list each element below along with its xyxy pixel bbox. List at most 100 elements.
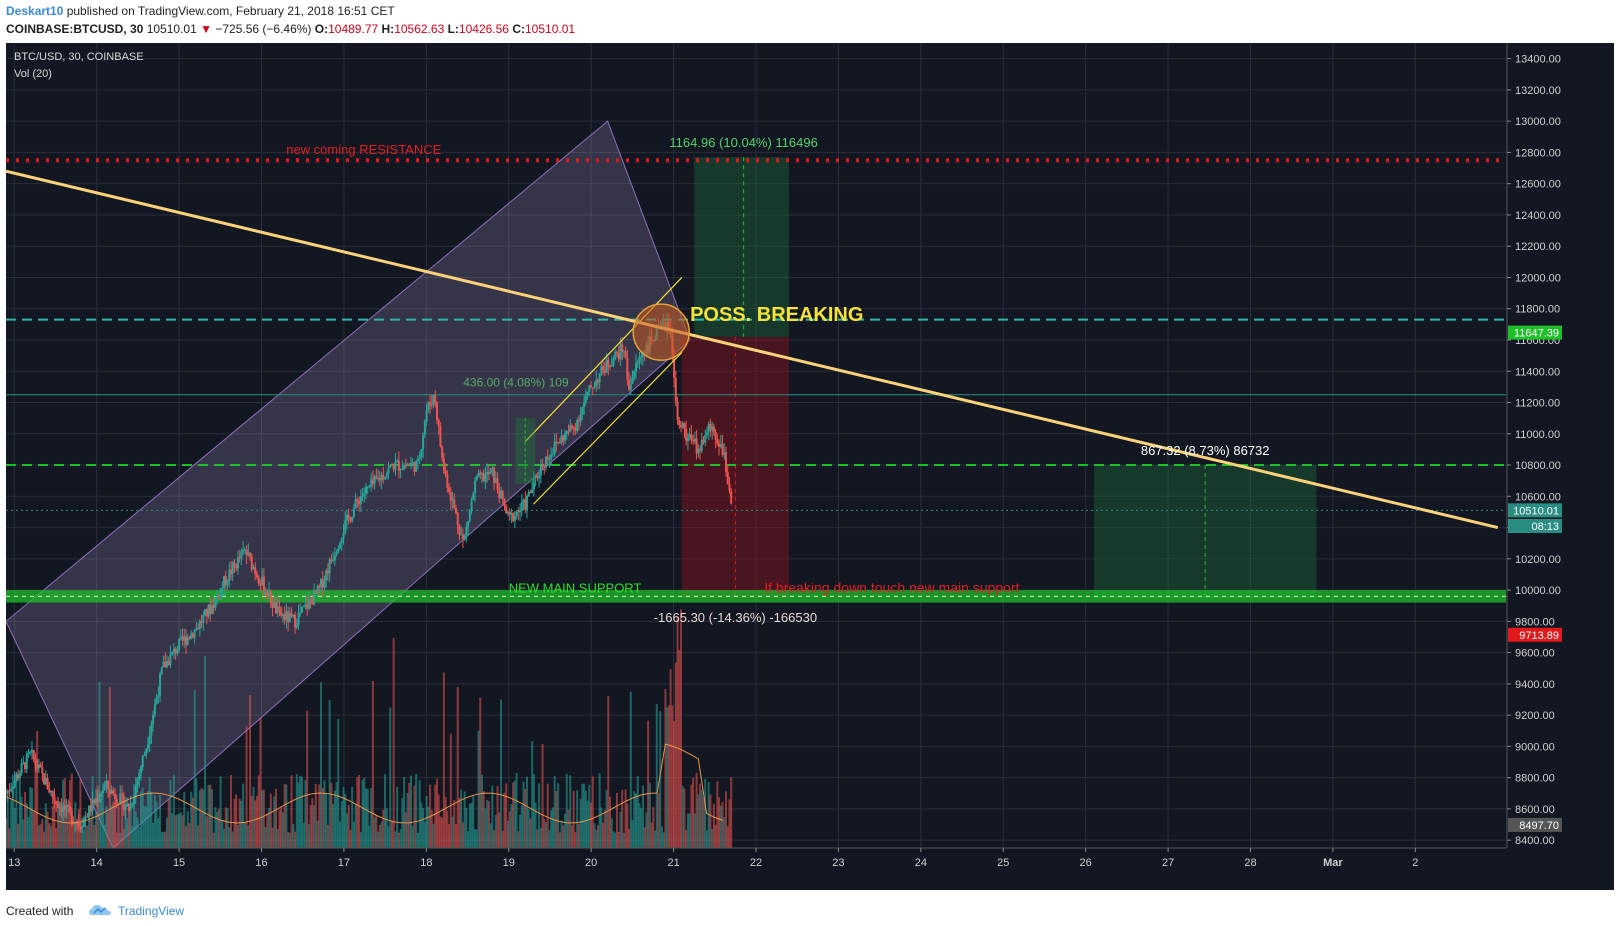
volume-bar <box>101 801 104 848</box>
volume-bar <box>501 830 504 848</box>
volume-bar <box>371 680 374 848</box>
author-link[interactable]: Deskart10 <box>6 4 64 18</box>
volume-bar <box>472 795 475 848</box>
chart-area[interactable]: new coming RESISTANCE NEW MAIN SUPPORT If … <box>6 43 1614 890</box>
candle-body <box>309 599 312 601</box>
volume-bar <box>195 778 198 848</box>
volume-bar <box>667 705 670 848</box>
candle-body <box>292 615 295 617</box>
volume-bar <box>36 731 39 848</box>
volume-bar <box>487 801 490 848</box>
ohlc-line: COINBASE:BTCUSD, 30 10510.01 ▼ −725.56 (… <box>6 22 575 36</box>
candle-body <box>339 542 342 549</box>
time-tick-label: 21 <box>667 857 679 869</box>
candle-body <box>268 590 271 598</box>
volume-bar <box>396 786 399 848</box>
candle-body <box>342 532 345 540</box>
tradingview-link[interactable]: TradingView <box>118 904 185 918</box>
price-tick-label: 9600.00 <box>1515 648 1555 660</box>
volume-bar <box>79 779 82 848</box>
candle-body <box>325 570 328 581</box>
candle-body <box>429 402 432 405</box>
candle-body <box>41 767 44 774</box>
volume-bar <box>323 780 326 848</box>
candle-body <box>58 806 61 808</box>
target-label: 867.32 (8.73%) 86732 <box>1141 443 1270 458</box>
volume-bar <box>425 795 428 848</box>
candle-body <box>430 404 433 406</box>
volume-bar <box>551 807 554 848</box>
candle-body <box>126 804 129 807</box>
volume-bar <box>477 730 480 848</box>
volume-bar <box>39 823 42 848</box>
open-value: 10489.77 <box>328 22 379 36</box>
breakout-marker <box>632 303 690 361</box>
volume-bar <box>397 832 400 848</box>
volume-bar <box>271 827 274 848</box>
volume-bar <box>84 826 87 848</box>
candle-body <box>39 764 42 768</box>
candle-body <box>43 773 46 785</box>
candle-body <box>434 395 437 403</box>
volume-bar <box>586 800 589 848</box>
volume-bar <box>640 807 643 848</box>
candle-body <box>53 797 56 802</box>
candle-body <box>548 458 551 460</box>
volume-bar <box>538 783 541 848</box>
volume-bar <box>252 786 255 848</box>
volume-bar <box>171 813 174 848</box>
candle-body <box>680 425 682 428</box>
volume-bar <box>709 794 712 848</box>
candle-body <box>394 461 397 470</box>
volume-bar <box>204 656 207 848</box>
volume-bar <box>306 710 309 848</box>
volume-bar <box>638 803 641 848</box>
candle-body <box>700 439 703 451</box>
candle-body <box>359 496 362 505</box>
candle-body <box>465 526 468 535</box>
volume-bar <box>517 831 520 848</box>
candle-body <box>119 793 122 805</box>
volume-bar <box>711 828 714 848</box>
volume-bar <box>127 803 130 848</box>
candle-body <box>202 615 205 623</box>
volume-bar <box>463 791 466 848</box>
volume-bar <box>546 783 549 848</box>
volume-bar <box>228 827 231 848</box>
candle-body <box>468 510 471 522</box>
candle-body <box>22 762 25 764</box>
price-tick-label: 8600.00 <box>1515 804 1555 816</box>
candle-body <box>539 465 542 476</box>
price-chart[interactable]: new coming RESISTANCE NEW MAIN SUPPORT If … <box>6 43 1614 890</box>
volume-bar <box>326 824 329 848</box>
volume-bar <box>48 823 51 848</box>
candle-body <box>690 434 693 441</box>
price-tick-label: 9400.00 <box>1515 679 1555 691</box>
volume-bar <box>574 831 577 848</box>
candle-body <box>538 475 541 479</box>
candle-body <box>572 427 575 429</box>
candle-body <box>442 458 445 471</box>
volume-bar <box>365 788 367 848</box>
volume-bar <box>268 807 271 848</box>
volume-bar <box>205 816 208 848</box>
volume-bar <box>330 783 333 848</box>
candle-body <box>498 490 501 499</box>
volume-bar <box>422 808 425 848</box>
volume-bar <box>50 826 52 848</box>
volume-bar <box>41 819 44 848</box>
volume-bar <box>494 814 497 848</box>
candle-body <box>75 822 78 824</box>
candle-body <box>730 490 733 504</box>
candle-body <box>371 479 374 484</box>
volume-bar <box>467 831 470 848</box>
candle-body <box>531 489 534 493</box>
candle-body <box>631 377 634 384</box>
volume-bar <box>522 781 525 848</box>
candle-body <box>399 469 402 471</box>
volume-bar <box>505 783 508 848</box>
volume-bar <box>131 826 134 848</box>
time-tick-label: 19 <box>503 857 515 869</box>
candle-body <box>143 754 146 757</box>
candle-body <box>167 661 170 666</box>
